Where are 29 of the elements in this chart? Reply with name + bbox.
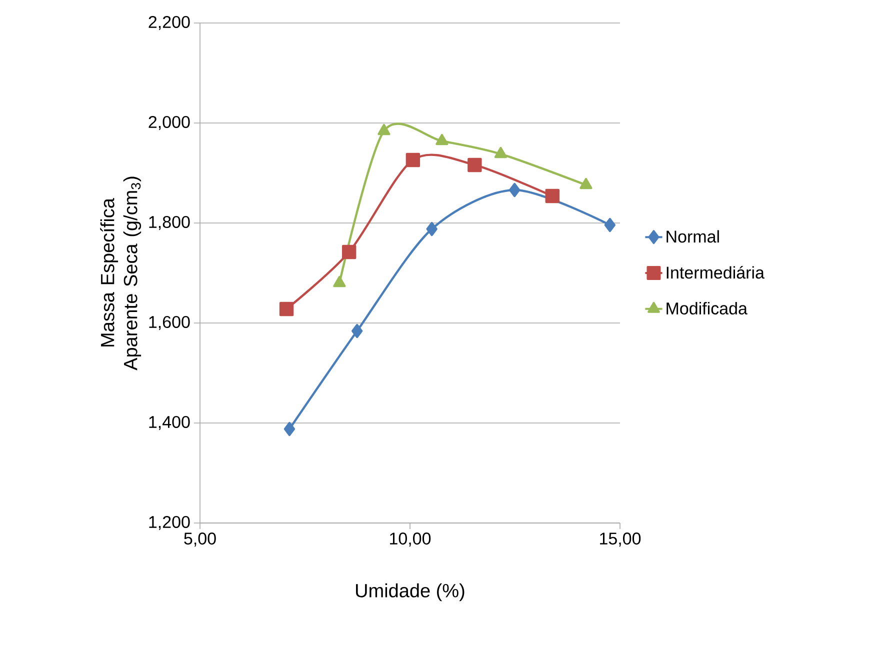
point [284, 422, 296, 436]
y-tick-label: 1,200 [149, 516, 190, 530]
point [580, 178, 592, 190]
y-tick-label: 2,000 [148, 116, 190, 130]
point [406, 152, 420, 168]
point [604, 218, 616, 232]
y-tick-label: 1,600 [149, 316, 190, 330]
point [279, 302, 294, 316]
point [342, 244, 356, 260]
point [436, 134, 448, 146]
legend-label: Modificada [666, 302, 748, 314]
point [494, 146, 508, 158]
y-tick-label: 1,800 [149, 216, 190, 230]
point [333, 276, 346, 288]
point [545, 188, 560, 204]
legend-label: Intermediária [666, 266, 764, 279]
y-tick-label: 2,200 [148, 16, 190, 30]
point [468, 158, 482, 172]
x-tick-label: 5,00 [184, 532, 216, 547]
point [508, 182, 520, 198]
x-tick-label: 15,00 [600, 532, 641, 547]
y-axis-title: Massa Específica Aparente Seca (g/cm$_{3}$) [100, 176, 142, 370]
x-axis-title: Umidade (%) [356, 583, 464, 602]
point [378, 124, 390, 136]
y-tick-label: 1,400 [149, 416, 190, 430]
x-tick-label: 10,00 [390, 532, 431, 547]
legend-label: Normal [666, 230, 719, 243]
point [426, 222, 438, 236]
point [351, 324, 363, 338]
